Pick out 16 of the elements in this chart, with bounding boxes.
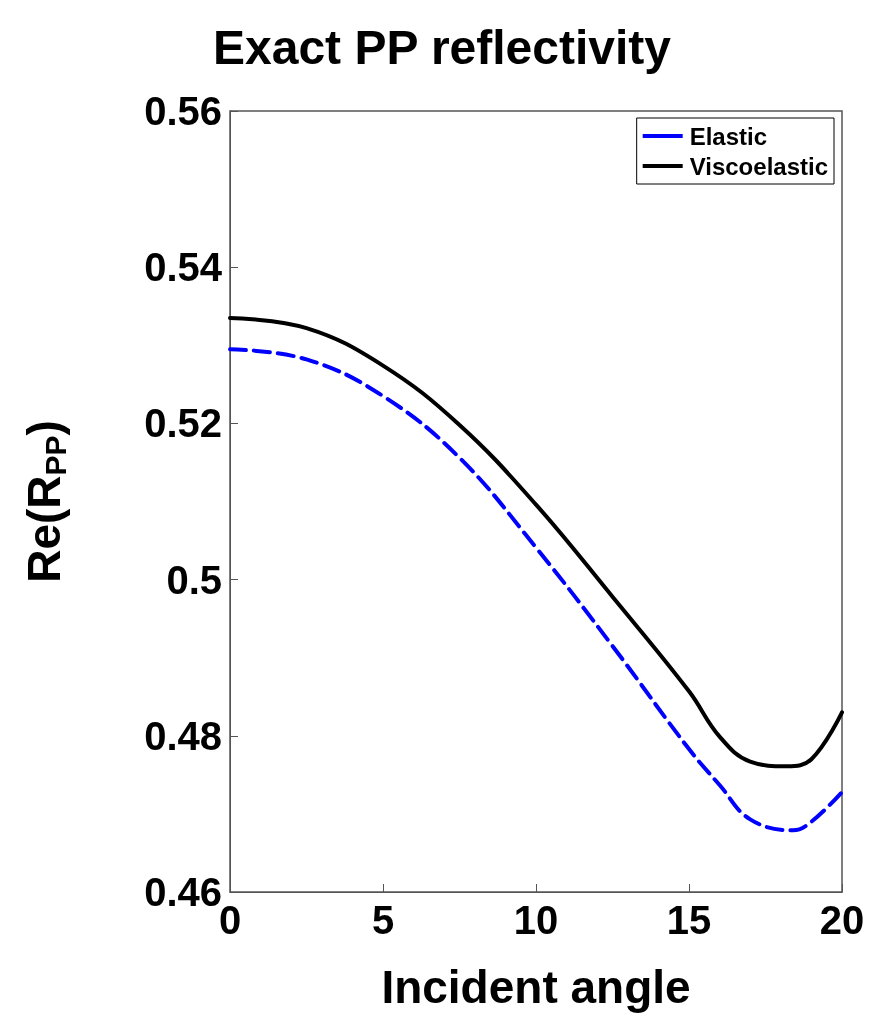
- x-axis-title: Incident angle: [381, 961, 691, 1013]
- x-tick-label: 10: [513, 898, 559, 942]
- x-tick-label: 5: [371, 898, 395, 942]
- y-tick-label: 0.48: [144, 713, 222, 758]
- y-tick-label: 0.52: [144, 401, 222, 446]
- line-series: [228, 347, 844, 833]
- y-tick-label: 0.5: [166, 557, 222, 602]
- y-tick-label: 0.56: [144, 89, 222, 133]
- x-tick-label: 15: [666, 898, 712, 942]
- y-tick-label: 0.54: [144, 245, 223, 290]
- legend-label: Viscoelastic: [689, 152, 829, 180]
- y-axis-title: Re(RPP): [18, 420, 72, 583]
- x-tick-label: 20: [819, 898, 865, 942]
- chart-title: Exact PP reflectivity: [212, 20, 672, 74]
- line-series: [228, 315, 844, 769]
- legend-label: Elastic: [689, 122, 768, 150]
